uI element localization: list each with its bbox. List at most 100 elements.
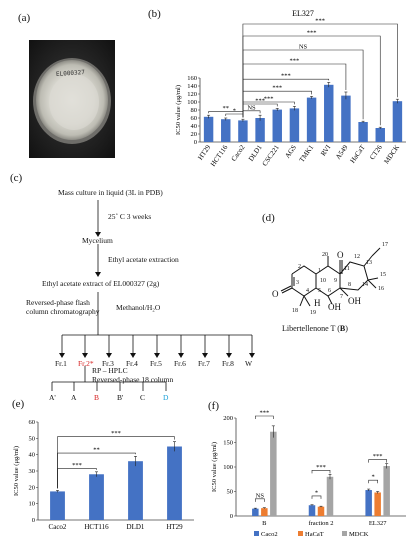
x-tick-label: TMK1	[298, 143, 316, 164]
compound-label: D	[163, 393, 169, 402]
fraction-label: Fr.2*	[78, 359, 94, 368]
y-tick-label: 100	[187, 99, 197, 106]
atom-15: 15	[380, 272, 386, 278]
atom-1: 1	[318, 268, 321, 274]
y-tick-label: 200	[223, 415, 233, 422]
bar	[317, 506, 325, 516]
significance-label: ***	[373, 453, 383, 460]
significance-label: ***	[264, 96, 274, 103]
y-tick-label: 0	[230, 513, 233, 520]
y-tick-label: 60	[191, 115, 198, 122]
x-tick-label: HCT116	[209, 143, 230, 168]
chart-title: EL327	[292, 9, 314, 18]
flow-method-column: column chromatography	[26, 307, 100, 316]
atom-9: 9	[334, 278, 337, 284]
panel-label-a: (a)	[18, 12, 31, 24]
bar	[308, 505, 316, 516]
x-tick-label: RVI	[319, 143, 333, 158]
x-tick-label: MDCK	[382, 144, 401, 166]
y-tick-label: 40	[29, 452, 36, 459]
y-tick-label: 30	[29, 468, 36, 475]
bar	[221, 119, 231, 142]
bar	[358, 122, 368, 142]
flow-method-flash: Reversed-phase flash	[26, 298, 90, 307]
significance-label: *	[372, 474, 375, 481]
fraction-label: Fr.4	[126, 359, 138, 368]
atom-6: 6	[328, 288, 331, 294]
x-tick-label: CT26	[368, 143, 384, 161]
x-tick-label: EL327	[369, 520, 387, 527]
atom-hydroxyl-9: OH	[328, 302, 341, 312]
bar	[203, 116, 214, 142]
significance-label: **	[223, 105, 230, 112]
atom-7: 7	[340, 294, 343, 300]
bar	[167, 446, 182, 520]
significance-label: ***	[307, 30, 317, 37]
atom-20: 20	[322, 252, 328, 258]
legend-label: Caco2	[261, 531, 278, 538]
petri-dish-photo: EL000327	[29, 40, 115, 158]
y-tick-label: 10	[29, 501, 36, 508]
chart-f: 0 50 100 150 200 IC50 value (μg/ml) B fraction …	[211, 410, 406, 538]
atom-oxygen-ketone-11: O	[337, 250, 344, 260]
atom-8: 8	[348, 282, 351, 288]
atom-3: 3	[296, 280, 299, 286]
x-tick-label: fraction 2	[308, 520, 333, 527]
panel-label-d: (d)	[262, 212, 275, 224]
x-tick-label: HaCaT	[349, 143, 368, 165]
bar	[238, 120, 248, 142]
bar	[341, 95, 351, 142]
x-tick-label: Caco2	[49, 523, 67, 531]
fraction-label: Fr.1	[55, 359, 67, 368]
y-tick-label: 120	[187, 91, 197, 98]
significance-label: *	[233, 108, 236, 115]
compound-label: B	[94, 393, 100, 402]
flow-hplc-column: Reversed-phase 18 column	[92, 375, 174, 384]
y-tick-label: 160	[187, 75, 197, 82]
fraction-label: Fr.3	[102, 359, 114, 368]
significance-bracket	[57, 436, 175, 489]
structure-bonds	[280, 247, 381, 307]
flow-step-extraction-condition: Ethyl acetate extraction	[108, 255, 179, 264]
significance-bracket	[311, 495, 322, 499]
legend-label: MDCK	[349, 531, 369, 538]
atom-4: 4	[306, 288, 309, 294]
petri-dish-image	[29, 40, 115, 158]
significance-label: *	[315, 489, 318, 496]
bar	[324, 84, 334, 142]
atom-13: 13	[366, 260, 372, 266]
atom-2: 2	[298, 264, 301, 270]
significance-bracket	[255, 498, 265, 502]
x-tick-label: DLD1	[127, 523, 145, 531]
significance-bracket	[368, 479, 378, 484]
fraction-label: Fr.5	[150, 359, 162, 368]
significance-label: ***	[272, 85, 282, 92]
legend-swatch	[254, 531, 259, 536]
panel-label-f: (f)	[208, 400, 219, 412]
significance-bracket	[255, 415, 274, 419]
flow-hplc-title: RP – HPLC	[92, 366, 128, 375]
significance-label: NS	[247, 104, 256, 111]
y-tick-label: 60	[29, 419, 36, 426]
bar	[272, 109, 282, 142]
atom-16: 16	[378, 286, 384, 292]
significance-bracket	[242, 110, 261, 118]
bar	[365, 490, 372, 516]
significance-label: ***	[290, 58, 300, 65]
significance-label: ***	[111, 430, 121, 437]
y-tick-label: 20	[191, 131, 198, 138]
significance-bracket	[311, 470, 331, 474]
legend-swatch	[342, 531, 347, 536]
x-tick-label: HT29	[196, 143, 212, 161]
x-tick-label: HCT116	[84, 523, 109, 531]
chart-e: 0 10 20 30 40 50 60 IC50 value (μg/ml) Caco2 HCT1…	[13, 419, 194, 531]
compound-name-prefix: Libertellenone T (	[282, 324, 340, 333]
atom-11: 11	[344, 266, 350, 272]
significance-label: ***	[259, 410, 269, 417]
compound-label: C	[140, 393, 146, 402]
compound-name-suffix: )	[345, 324, 348, 333]
x-tick-label: CSC221	[261, 143, 281, 167]
x-tick-label: DLD1	[247, 143, 264, 163]
compound-name: Libertellenone T (B)	[282, 324, 348, 333]
